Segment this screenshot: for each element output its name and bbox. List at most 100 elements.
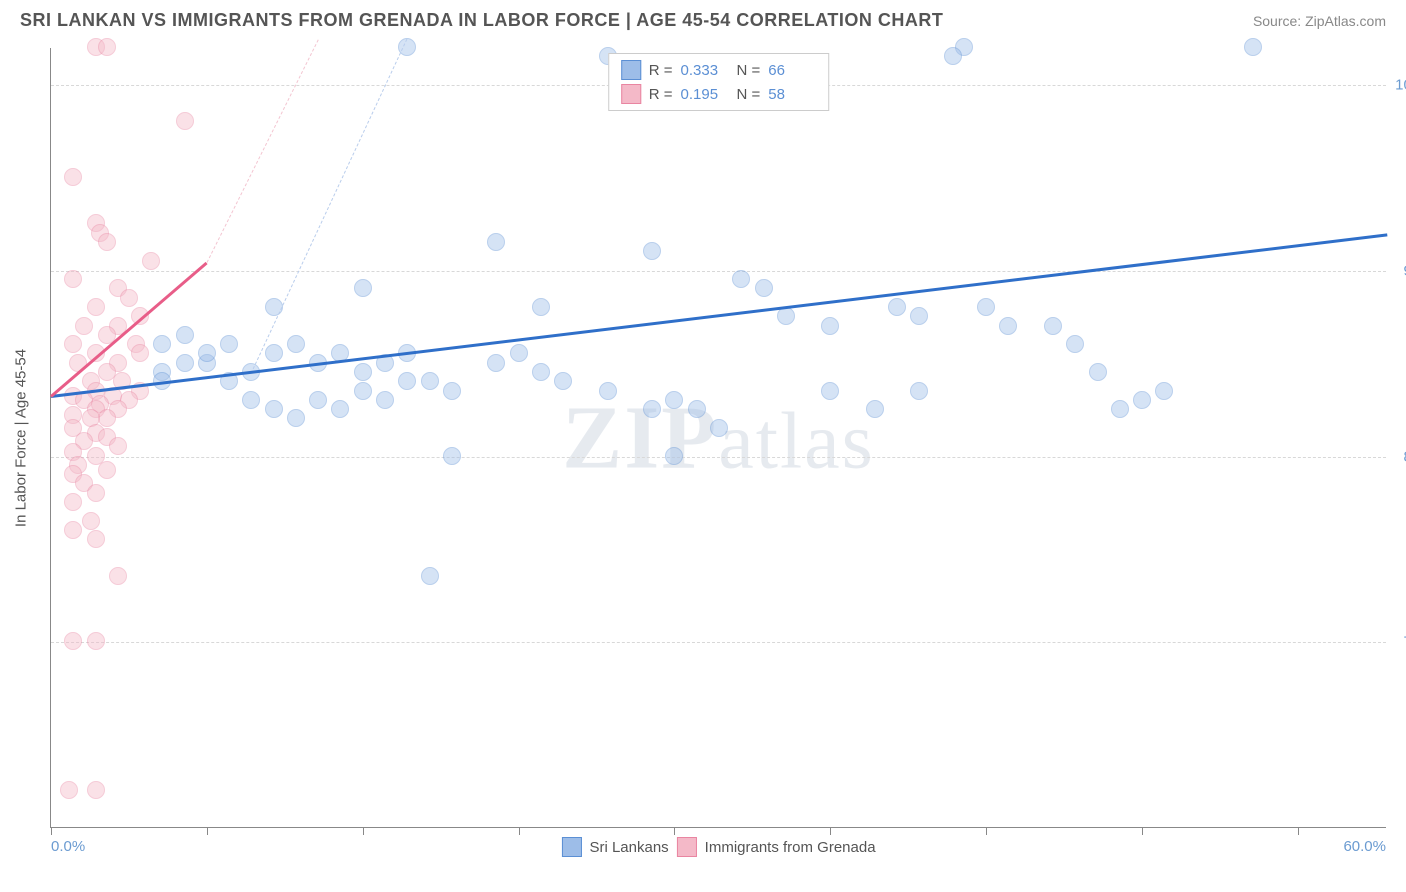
legend-swatch bbox=[677, 837, 697, 857]
trend-line bbox=[251, 39, 408, 374]
n-value: 58 bbox=[768, 86, 816, 103]
data-point bbox=[421, 567, 439, 585]
data-point bbox=[977, 298, 995, 316]
x-axis-min-label: 0.0% bbox=[51, 838, 85, 855]
data-point bbox=[821, 382, 839, 400]
data-point bbox=[82, 512, 100, 530]
data-point bbox=[98, 38, 116, 56]
data-point bbox=[643, 242, 661, 260]
data-point bbox=[64, 168, 82, 186]
data-point bbox=[599, 382, 617, 400]
data-point bbox=[87, 632, 105, 650]
series-legend: Sri Lankans Immigrants from Grenada bbox=[561, 837, 875, 857]
data-point bbox=[131, 344, 149, 362]
data-point bbox=[376, 391, 394, 409]
y-tick-label: 100.0% bbox=[1395, 77, 1406, 94]
data-point bbox=[710, 419, 728, 437]
data-point bbox=[64, 521, 82, 539]
legend-label: Sri Lankans bbox=[589, 839, 668, 856]
x-tick bbox=[986, 827, 987, 835]
x-tick bbox=[1142, 827, 1143, 835]
data-point bbox=[354, 363, 372, 381]
trend-line bbox=[206, 39, 318, 262]
data-point bbox=[487, 354, 505, 372]
data-point bbox=[487, 233, 505, 251]
data-point bbox=[821, 317, 839, 335]
data-point bbox=[87, 530, 105, 548]
legend-swatch bbox=[621, 60, 641, 80]
gridline bbox=[51, 457, 1386, 458]
data-point bbox=[443, 382, 461, 400]
data-point bbox=[109, 567, 127, 585]
data-point bbox=[532, 298, 550, 316]
gridline bbox=[51, 642, 1386, 643]
data-point bbox=[87, 298, 105, 316]
data-point bbox=[1244, 38, 1262, 56]
x-tick bbox=[51, 827, 52, 835]
data-point bbox=[142, 252, 160, 270]
data-point bbox=[120, 289, 138, 307]
data-point bbox=[1089, 363, 1107, 381]
data-point bbox=[1133, 391, 1151, 409]
data-point bbox=[153, 335, 171, 353]
data-point bbox=[1066, 335, 1084, 353]
data-point bbox=[732, 270, 750, 288]
r-label: R = bbox=[649, 86, 673, 103]
data-point bbox=[532, 363, 550, 381]
data-point bbox=[176, 354, 194, 372]
data-point bbox=[398, 372, 416, 390]
data-point bbox=[910, 382, 928, 400]
data-point bbox=[64, 632, 82, 650]
x-tick bbox=[207, 827, 208, 835]
x-tick bbox=[830, 827, 831, 835]
gridline bbox=[51, 271, 1386, 272]
data-point bbox=[265, 344, 283, 362]
x-axis-max-label: 60.0% bbox=[1343, 838, 1386, 855]
data-point bbox=[87, 484, 105, 502]
data-point bbox=[354, 382, 372, 400]
data-point bbox=[910, 307, 928, 325]
chart-title: SRI LANKAN VS IMMIGRANTS FROM GRENADA IN… bbox=[20, 10, 943, 31]
data-point bbox=[75, 317, 93, 335]
data-point bbox=[287, 335, 305, 353]
data-point bbox=[64, 270, 82, 288]
data-point bbox=[220, 335, 238, 353]
legend-swatch bbox=[621, 84, 641, 104]
data-point bbox=[1155, 382, 1173, 400]
data-point bbox=[755, 279, 773, 297]
legend-label: Immigrants from Grenada bbox=[705, 839, 876, 856]
legend-row: R =0.333N =66 bbox=[621, 58, 817, 82]
data-point bbox=[265, 400, 283, 418]
data-point bbox=[510, 344, 528, 362]
data-point bbox=[287, 409, 305, 427]
legend-row: R =0.195N =58 bbox=[621, 82, 817, 106]
data-point bbox=[354, 279, 372, 297]
data-point bbox=[176, 326, 194, 344]
data-point bbox=[665, 391, 683, 409]
data-point bbox=[944, 47, 962, 65]
data-point bbox=[688, 400, 706, 418]
data-point bbox=[1044, 317, 1062, 335]
r-label: R = bbox=[649, 62, 673, 79]
data-point bbox=[999, 317, 1017, 335]
data-point bbox=[98, 461, 116, 479]
data-point bbox=[665, 447, 683, 465]
data-point bbox=[643, 400, 661, 418]
data-point bbox=[866, 400, 884, 418]
data-point bbox=[777, 307, 795, 325]
data-point bbox=[98, 233, 116, 251]
x-tick bbox=[674, 827, 675, 835]
data-point bbox=[421, 372, 439, 390]
n-label: N = bbox=[737, 86, 761, 103]
y-axis-title: In Labor Force | Age 45-54 bbox=[13, 348, 30, 526]
data-point bbox=[64, 335, 82, 353]
data-point bbox=[1111, 400, 1129, 418]
data-point bbox=[331, 400, 349, 418]
r-value: 0.333 bbox=[681, 62, 729, 79]
data-point bbox=[398, 38, 416, 56]
data-point bbox=[888, 298, 906, 316]
watermark-text: ZIPatlas bbox=[562, 386, 875, 489]
correlation-scatter-chart: In Labor Force | Age 45-54 ZIPatlas 70.0… bbox=[50, 48, 1386, 828]
legend-swatch bbox=[561, 837, 581, 857]
n-label: N = bbox=[737, 62, 761, 79]
